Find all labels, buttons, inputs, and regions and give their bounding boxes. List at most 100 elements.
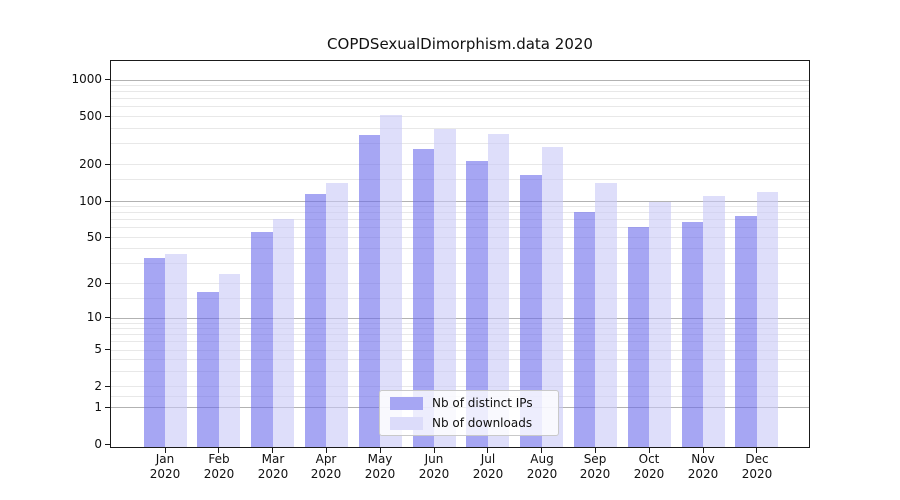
gridline-major: [111, 79, 809, 81]
bar-ips-jan: [143, 257, 165, 447]
gridline-minor: [111, 359, 809, 361]
gridline-major: [111, 200, 809, 202]
bar-ips-apr: [304, 194, 327, 447]
x-tick-label: Sep 2020: [579, 452, 611, 481]
bar-ips-jun: [412, 148, 434, 447]
bar-downloads-jan: [165, 253, 187, 447]
y-tick-label: 2: [94, 379, 102, 393]
y-tick-label: 1: [94, 400, 102, 414]
gridline-minor: [111, 116, 809, 117]
bar-ips-aug: [520, 174, 542, 447]
x-tick-label: Mar 2020: [257, 452, 289, 481]
x-tick-label: May 2020: [364, 452, 396, 481]
x-tick-label: Jun 2020: [418, 452, 450, 481]
gridline-minor: [111, 328, 809, 330]
bar-ips-sep: [573, 212, 596, 447]
y-tick-label: 20: [86, 276, 102, 290]
gridline-minor: [111, 98, 809, 100]
bar-ips-mar: [251, 231, 273, 447]
gridline-minor: [111, 85, 809, 86]
y-tick-mark: [105, 116, 110, 117]
x-tick-mark: [164, 448, 166, 453]
x-tick-label: Jan 2020: [149, 452, 181, 481]
bar-downloads-dec: [756, 192, 779, 447]
bar-ips-nov: [681, 222, 703, 447]
legend-item-downloads: Nb of downloads: [390, 415, 548, 431]
y-tick-mark: [105, 201, 110, 202]
legend-label-downloads: Nb of downloads: [432, 416, 533, 430]
bar-ips-dec: [735, 215, 757, 447]
x-tick-mark: [702, 448, 704, 453]
bar-ips-oct: [627, 227, 650, 447]
legend-item-distinct-ips: Nb of distinct IPs: [390, 395, 548, 411]
x-tick-mark: [379, 448, 381, 453]
gridline-minor: [111, 341, 809, 343]
y-tick-mark: [105, 407, 110, 408]
bar-ips-may: [358, 134, 381, 447]
legend-swatch-downloads: [390, 416, 423, 430]
x-tick-label: Feb 2020: [203, 452, 235, 481]
x-tick-mark: [433, 448, 435, 453]
gridline-minor: [111, 262, 809, 264]
y-tick-mark: [105, 349, 110, 350]
bar-downloads-sep: [595, 182, 617, 447]
bar-downloads-apr: [326, 182, 348, 447]
chart-title: COPDSexualDimorphism.data 2020: [327, 35, 593, 53]
x-tick-label: Dec 2020: [741, 452, 773, 481]
plot-area: [110, 60, 810, 448]
bar-downloads-jun: [434, 129, 456, 447]
x-tick-mark: [218, 448, 220, 453]
y-tick-label: 10: [86, 310, 102, 324]
y-tick-mark: [105, 164, 110, 165]
gridline-minor: [111, 206, 809, 207]
gridline-minor: [111, 334, 809, 336]
bar-downloads-feb: [218, 274, 241, 447]
gridline-minor: [111, 91, 809, 93]
gridline-minor: [111, 164, 809, 166]
gridline-minor: [111, 370, 809, 372]
x-tick-mark: [541, 448, 543, 453]
bar-downloads-mar: [272, 219, 295, 447]
legend-label-distinct-ips: Nb of distinct IPs: [432, 396, 533, 410]
bar-downloads-aug: [541, 146, 564, 447]
y-tick-label: 500: [79, 109, 102, 123]
y-tick-label: 100: [79, 194, 102, 208]
legend: Nb of distinct IPs Nb of downloads: [379, 390, 559, 436]
y-tick-mark: [105, 237, 110, 238]
y-tick-label: 200: [79, 157, 102, 171]
gridline-minor: [111, 283, 809, 285]
gridline-major: [111, 317, 809, 319]
x-tick-label: Apr 2020: [310, 452, 342, 481]
x-tick-mark: [594, 448, 596, 453]
legend-swatch-distinct-ips: [390, 396, 423, 410]
gridline-minor: [111, 386, 809, 387]
x-tick-mark: [648, 448, 650, 453]
bar-ips-feb: [197, 291, 219, 447]
x-tick-mark: [325, 448, 327, 453]
bar-ips-jul: [466, 160, 488, 447]
gridline-minor: [111, 322, 809, 324]
bar-downloads-oct: [649, 201, 671, 447]
gridline-minor: [111, 349, 809, 351]
y-tick-label: 50: [86, 230, 102, 244]
y-tick-label: 0: [94, 437, 102, 451]
x-tick-mark: [756, 448, 758, 453]
x-tick-mark: [487, 448, 489, 453]
y-tick-mark: [105, 444, 110, 445]
gridline-minor: [111, 236, 809, 238]
x-tick-mark: [272, 448, 274, 453]
x-tick-label: Nov 2020: [687, 452, 719, 481]
gridline-minor: [111, 248, 809, 250]
gridline-minor: [111, 127, 809, 129]
bar-downloads-jul: [487, 134, 510, 447]
gridline-minor: [111, 219, 809, 221]
y-tick-mark: [105, 79, 110, 80]
y-tick-mark: [105, 317, 110, 318]
y-tick-mark: [105, 386, 110, 387]
gridline-minor: [111, 179, 809, 181]
bar-downloads-may: [380, 114, 402, 447]
gridline-minor: [111, 297, 809, 299]
y-tick-mark: [105, 283, 110, 284]
bar-downloads-nov: [703, 195, 725, 447]
